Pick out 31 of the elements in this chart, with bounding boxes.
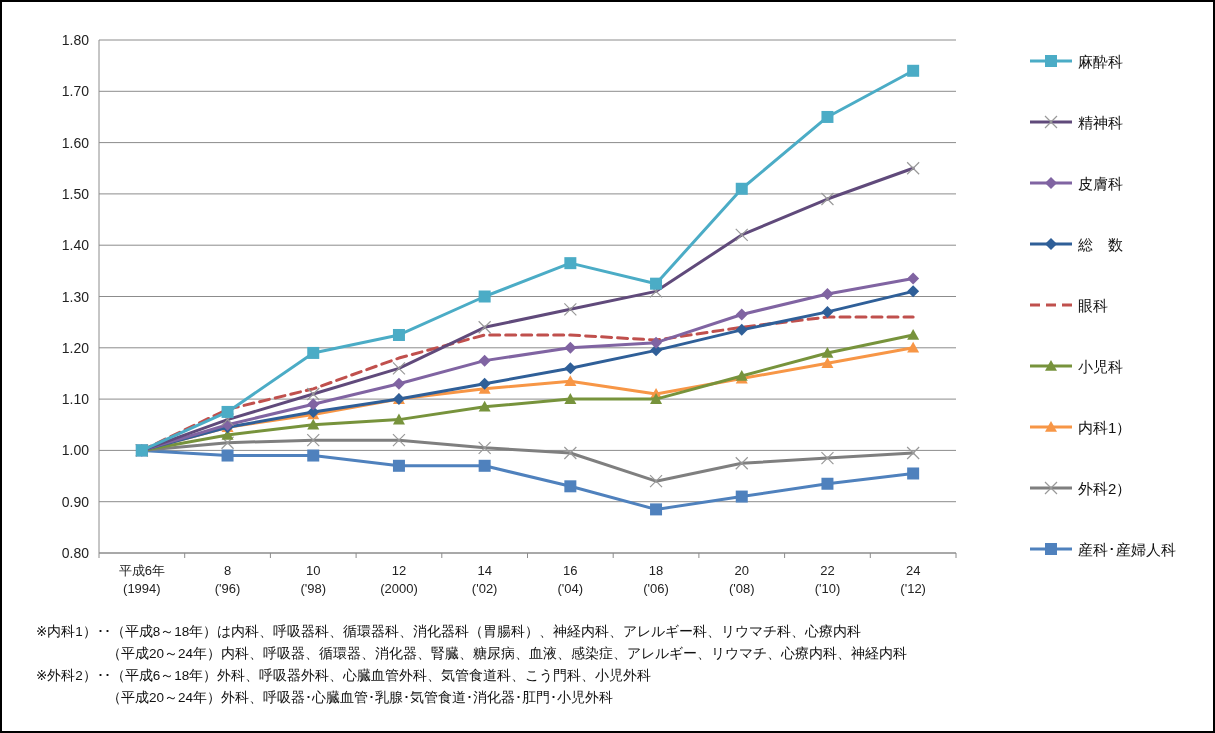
y-tick-label: 1.80: [61, 32, 90, 48]
notes: ※内科1）･･（平成8～18年）は内科、呼吸器科、循環器科、消化器科（胃腸科）、神経内科、アレルギー科、リウマチ科、心療内科 （平成20～24年）内科、呼吸器、循環器、消化器、腎臓、糖尿病、血液、感染症、アレルギー、リウマチ、心療内科、神経内科 ※外科2）･･（平成6～18年）外科、呼吸器外科、心臓血管外科、気管食道科、こう門科、小児外科 （平成20～24年）外科、呼吸器･心臓血管･乳腺･気管食道･消化器･肛門･小児外科: [36, 624, 908, 705]
legend-label: 総 数: [1077, 236, 1123, 253]
x-tick-label: 12 (2000): [380, 563, 418, 596]
legend-label: 皮膚科: [1078, 175, 1123, 192]
x-tick-label: 10 ('98): [300, 563, 327, 596]
x-tick-label: 16 ('04): [557, 563, 584, 596]
legend-label: 眼科: [1078, 297, 1108, 314]
y-tick-label: 0.90: [61, 493, 90, 510]
x-tick-label: 14 ('02): [471, 563, 498, 596]
y-tick-label: 1.40: [61, 237, 90, 254]
legend-label: 内科1）: [1078, 419, 1132, 436]
legend-label: 外科2）: [1078, 480, 1132, 497]
y-tick-label: 1.20: [61, 339, 90, 356]
legend-label: 麻酔科: [1078, 53, 1123, 70]
legend-label: 精神科: [1078, 114, 1123, 131]
y-tick-label: 1.60: [61, 134, 90, 151]
y-tick-label: 1.10: [61, 391, 90, 408]
x-tick-label: 20 ('08): [728, 563, 755, 596]
y-tick-label: 0.80: [61, 545, 90, 561]
y-tick-label: 1.30: [61, 288, 90, 305]
legend-label: 小児科: [1078, 358, 1123, 375]
x-tick-label: 8 ('96): [214, 563, 241, 596]
y-tick-label: 1.00: [61, 442, 90, 459]
x-tick-label: 平成6年 (1994): [118, 563, 165, 596]
y-tick-label: 1.50: [61, 185, 90, 202]
legend-label: 産科･産婦人科: [1078, 541, 1176, 558]
x-tick-label: 18 ('06): [643, 563, 669, 596]
y-tick-label: 1.70: [61, 83, 90, 100]
x-tick-label: 22 ('10): [814, 563, 841, 596]
x-tick-label: 24 ('12): [900, 563, 926, 596]
